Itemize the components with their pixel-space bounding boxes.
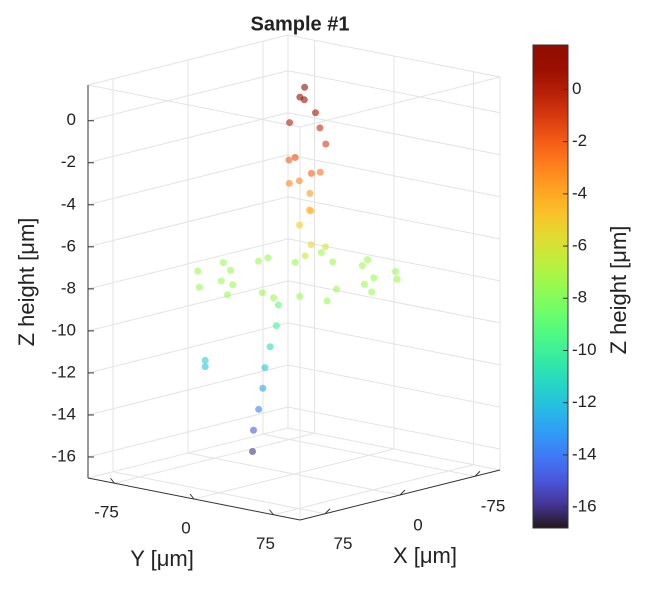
point	[258, 289, 266, 297]
point	[259, 384, 267, 392]
x-tick-label: -75	[481, 497, 506, 516]
point	[270, 294, 278, 302]
point	[332, 285, 340, 293]
point	[360, 280, 368, 288]
grid-line	[262, 433, 476, 477]
point	[201, 363, 209, 371]
point	[285, 156, 293, 164]
z-tick-label: -2	[61, 152, 76, 171]
colorbar-tick-label: -16	[572, 497, 597, 516]
point	[363, 256, 371, 264]
y-tick	[269, 509, 274, 516]
point	[217, 277, 225, 285]
point	[295, 177, 303, 185]
point	[316, 168, 324, 176]
chart-title: Sample #1	[251, 13, 350, 35]
point	[296, 221, 304, 229]
point	[286, 119, 294, 127]
point	[322, 243, 329, 251]
point	[307, 169, 315, 177]
z-tick-label: -12	[51, 362, 76, 381]
z-tick-label: -10	[51, 320, 76, 339]
point	[255, 405, 263, 413]
point	[368, 288, 376, 296]
point	[370, 274, 378, 282]
z-tick-label: -8	[61, 278, 76, 297]
grid-line	[112, 471, 326, 515]
x-axis-label: X [μm]	[393, 543, 457, 568]
point	[195, 283, 203, 291]
point	[274, 301, 282, 309]
point	[266, 343, 274, 351]
point	[254, 257, 262, 265]
colorbar-tick-label: -2	[572, 131, 587, 150]
point	[272, 322, 280, 330]
y-tick-label: -75	[94, 503, 119, 522]
colorbar	[532, 44, 569, 529]
y-tick	[110, 477, 115, 484]
y-axis-label: Y [μm]	[130, 546, 194, 571]
z-axis-label: Z height [μm]	[14, 218, 39, 347]
x-tick-label: 0	[413, 515, 422, 534]
point	[226, 266, 234, 274]
colorbar-tick-label: -10	[572, 340, 597, 359]
grid-line	[187, 452, 401, 496]
point	[194, 267, 202, 275]
z-tick-label: -14	[51, 404, 76, 423]
x-tick	[474, 470, 481, 477]
box-edge	[87, 84, 301, 128]
point	[316, 124, 324, 132]
colorbar-tick-label: -8	[572, 288, 587, 307]
point	[323, 297, 331, 305]
point	[312, 109, 319, 117]
box-edge	[299, 76, 501, 128]
point	[306, 189, 314, 197]
y-tick-label: 75	[256, 534, 275, 553]
x-tick-label: 75	[334, 534, 353, 553]
colorbar-tick-label: -6	[572, 236, 587, 255]
point	[264, 254, 272, 262]
z-tick-label: -6	[61, 236, 76, 255]
colorbar-tick-label: -12	[572, 392, 597, 411]
point	[249, 447, 256, 455]
point	[392, 267, 400, 275]
point	[250, 426, 257, 434]
point	[296, 292, 304, 300]
point	[301, 252, 309, 260]
point	[322, 140, 330, 148]
point	[285, 179, 293, 187]
point	[291, 153, 299, 161]
z-tick-label: -4	[61, 194, 76, 213]
point	[307, 241, 315, 249]
colorbar-tick-label: 0	[572, 79, 581, 98]
point	[291, 258, 299, 266]
point	[393, 275, 401, 283]
point	[300, 96, 308, 104]
z-tick-label: 0	[67, 110, 76, 129]
colorbar-label: Z height [μm]	[606, 226, 631, 355]
point	[261, 364, 269, 372]
point	[317, 249, 325, 257]
point	[229, 281, 237, 289]
point	[223, 291, 231, 299]
x-tick	[324, 508, 331, 515]
point	[201, 356, 209, 364]
point	[301, 83, 309, 91]
colorbar-tick-label: -4	[572, 183, 587, 202]
colorbar-tick-label: -14	[572, 444, 597, 463]
point	[358, 262, 366, 270]
point	[329, 258, 337, 266]
point	[305, 206, 313, 214]
y-tick	[189, 493, 195, 500]
y-tick-label: 0	[181, 518, 190, 537]
x-tick	[399, 489, 406, 496]
z-tick-label: -16	[51, 446, 76, 465]
point	[219, 259, 227, 267]
